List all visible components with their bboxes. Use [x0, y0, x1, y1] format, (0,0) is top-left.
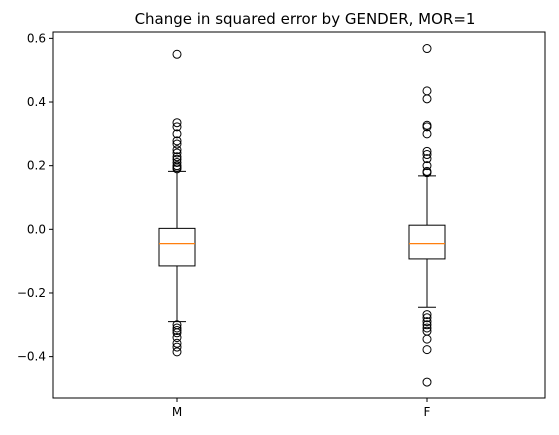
outlier-point [172, 338, 182, 348]
box-m [158, 227, 196, 267]
outlier-point [172, 152, 182, 162]
outlier-point [422, 334, 432, 344]
outlier-point [172, 333, 182, 343]
outlier-point [422, 310, 432, 320]
outlier-point [172, 118, 182, 128]
outlier-point [422, 44, 432, 54]
y-tick-label: −0.4 [17, 350, 46, 364]
chart-title: Change in squared error by GENDER, MOR=1 [135, 10, 476, 28]
y-tick-label: 0.6 [27, 31, 46, 45]
outlier-point [172, 342, 182, 352]
outlier-point [422, 122, 432, 132]
y-tick-label: 0.2 [27, 159, 46, 173]
outlier-point [172, 129, 182, 139]
outlier-point [172, 122, 182, 132]
outlier-point [422, 161, 432, 171]
y-tick-label: −0.2 [17, 286, 46, 300]
outlier-point [422, 154, 432, 164]
x-tick-label: M [172, 405, 182, 419]
outlier-point [172, 164, 182, 174]
outlier-point [422, 323, 432, 333]
outlier-point [172, 145, 182, 155]
outlier-point [422, 345, 432, 355]
outlier-point [422, 317, 432, 327]
outlier-point [422, 320, 432, 330]
y-tick-label: 0.4 [27, 95, 46, 109]
outlier-point [172, 323, 182, 333]
outlier-point [422, 146, 432, 156]
outlier-point [422, 313, 432, 323]
plot-frame [52, 31, 546, 399]
outlier-point [172, 49, 182, 59]
outlier-point [172, 326, 182, 336]
y-tick-label: 0.0 [27, 222, 46, 236]
outlier-point [422, 129, 432, 139]
outlier-point [172, 148, 182, 158]
outlier-point [172, 139, 182, 149]
outlier-point [172, 136, 182, 146]
outlier-point [422, 150, 432, 160]
outlier-point [172, 157, 182, 167]
x-tick-label: F [424, 405, 431, 419]
outlier-point [172, 347, 182, 357]
outlier-point [172, 328, 182, 338]
outlier-point [422, 94, 432, 104]
outlier-point [422, 377, 432, 387]
box-f [408, 224, 446, 260]
outlier-point [422, 168, 432, 178]
outlier-point [422, 86, 432, 96]
